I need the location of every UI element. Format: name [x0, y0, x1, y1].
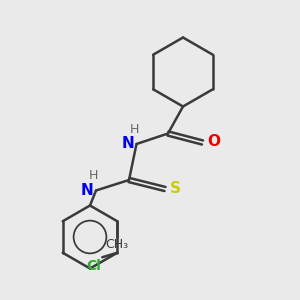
- Text: H: H: [89, 169, 98, 182]
- Text: S: S: [170, 181, 181, 196]
- Text: H: H: [129, 123, 139, 136]
- Text: CH₃: CH₃: [106, 238, 129, 251]
- Text: N: N: [81, 183, 94, 198]
- Text: Cl: Cl: [86, 259, 101, 273]
- Text: N: N: [121, 136, 134, 152]
- Text: O: O: [208, 134, 220, 149]
